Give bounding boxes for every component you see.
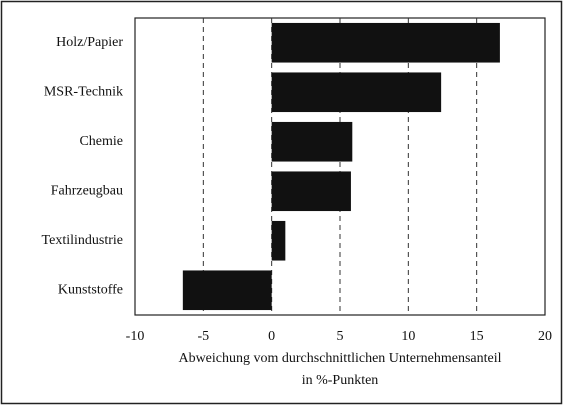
bar: [271, 72, 442, 113]
x-tick-label: -5: [197, 329, 209, 344]
y-tick-label: Holz/Papier: [56, 35, 123, 50]
y-tick-label: Textilindustrie: [42, 233, 123, 248]
bar: [271, 22, 500, 63]
bar: [271, 121, 353, 162]
bar: [271, 171, 351, 212]
x-tick-label: 0: [268, 329, 275, 344]
x-axis-label: Abweichung vom durchschnittlichen Untern…: [178, 351, 501, 366]
x-tick-label: -10: [126, 329, 145, 344]
y-tick-label: Fahrzeugbau: [51, 183, 123, 198]
x-tick-label: 20: [538, 329, 552, 344]
y-tick-label: Kunststoffe: [58, 282, 123, 297]
bar: [182, 270, 272, 311]
x-tick-label: 10: [401, 329, 415, 344]
x-tick-label: 5: [337, 329, 344, 344]
y-tick-label: MSR-Technik: [44, 84, 123, 99]
bar: [271, 220, 286, 261]
x-axis-label: in %-Punkten: [302, 373, 379, 388]
y-tick-label: Chemie: [79, 134, 123, 149]
x-tick-label: 15: [470, 329, 484, 344]
